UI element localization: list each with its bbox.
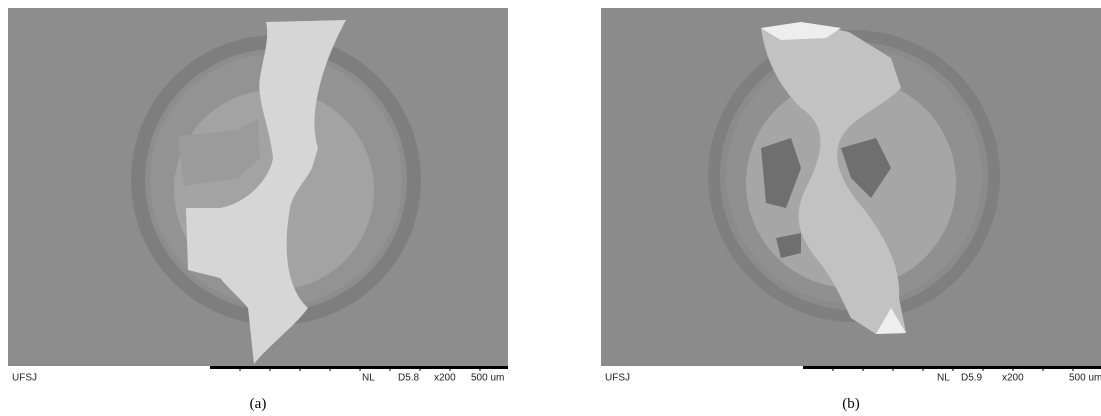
lab-name: UFSJ	[12, 373, 37, 384]
mode: NL	[362, 373, 375, 384]
panel-label: (a)	[8, 396, 508, 413]
magnification: x200	[434, 373, 456, 384]
magnification: x200	[1002, 373, 1024, 384]
scale-label: 500 um	[471, 373, 504, 384]
lab-name: UFSJ	[605, 373, 630, 384]
micrograph: UFSJ NL D5.8 x200 500 um	[8, 8, 508, 384]
page: UFSJ NL D5.8 x200 500 um (a) UFSJ NL D5.…	[0, 0, 1101, 416]
micrograph-panel: UFSJ NL D5.9 x200 500 um	[601, 8, 1101, 384]
scale-label: 500 um	[1069, 373, 1101, 384]
micrograph: UFSJ NL D5.9 x200 500 um	[601, 8, 1101, 384]
working-distance: D5.8	[398, 373, 420, 384]
micrograph-panel: UFSJ NL D5.8 x200 500 um	[8, 8, 508, 384]
mode: NL	[937, 373, 950, 384]
working-distance: D5.9	[961, 373, 983, 384]
panel-label: (b)	[601, 396, 1101, 413]
